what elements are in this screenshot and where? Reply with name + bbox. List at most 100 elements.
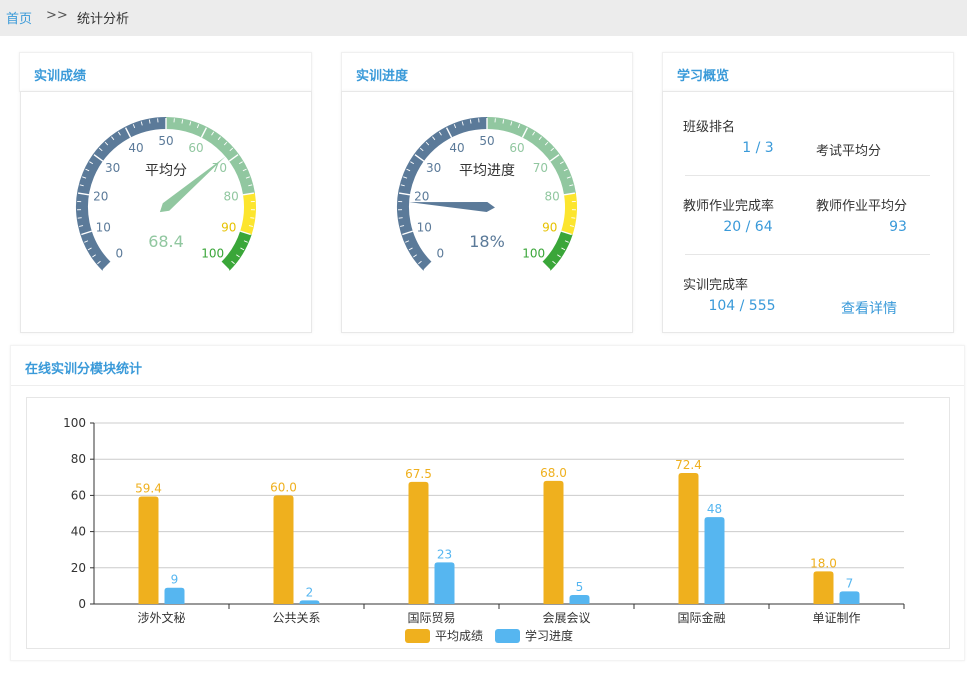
progress-gauge-tick: [469, 119, 472, 124]
bar-average-score[interactable]: [813, 571, 834, 604]
y-tick-label: 0: [78, 597, 86, 611]
progress-gauge-tick: [400, 184, 405, 187]
progress-gauge-tick-label: 80: [545, 190, 560, 204]
progress-gauge-tick: [566, 176, 571, 179]
class-rank-label: 班级排名: [683, 120, 736, 135]
legend-swatch[interactable]: [405, 629, 430, 643]
score-gauge: 0 10 20 30 40 50 60 70 80 90 100 平均分 68.4: [76, 117, 256, 271]
score-gauge-tick: [250, 217, 255, 219]
progress-gauge-tick: [552, 260, 556, 265]
bar-learning-progress[interactable]: [299, 600, 320, 604]
bar-data-label: 67.5: [405, 467, 432, 481]
breadcrumb-home-link[interactable]: 首页: [6, 12, 33, 27]
bar-average-score[interactable]: [138, 496, 159, 604]
bar-data-label: 48: [707, 502, 722, 516]
training-completion-value: 104 / 555: [708, 298, 776, 314]
y-tick-label: 40: [71, 525, 86, 539]
progress-gauge-tick: [432, 136, 436, 141]
progress-gauge-tick: [571, 217, 576, 219]
score-gauge-tick: [117, 131, 121, 136]
score-gauge-tick: [239, 230, 251, 236]
score-gauge-tick: [79, 225, 84, 227]
score-gauge-tick: [98, 147, 103, 152]
bar-average-score[interactable]: [543, 480, 564, 604]
overview-card-header: 学习概览: [662, 52, 954, 92]
bar-average-score[interactable]: [678, 472, 699, 604]
score-gauge-tick: [82, 176, 87, 179]
score-gauge-tick: [245, 176, 250, 179]
bar-learning-progress[interactable]: [839, 591, 860, 604]
x-tick-label: 涉外文秘: [137, 610, 185, 625]
view-details-link[interactable]: 查看详情: [841, 301, 897, 317]
bar-learning-progress[interactable]: [164, 587, 185, 604]
score-gauge-tick: [242, 168, 247, 172]
bar-data-label: 23: [437, 547, 452, 561]
progress-gauge-tick-label: 10: [417, 220, 432, 234]
module-statistics-header: 在线实训分模块统计: [11, 346, 964, 386]
score-gauge-tick-label: 60: [188, 141, 203, 155]
module-statistics-panel: 在线实训分模块统计 0 20 40 60 80 100 涉外文秘 59.4 9 公共关系 60.0 2…: [10, 345, 965, 661]
bar-data-label: 59.4: [135, 481, 162, 495]
y-tick-label: 60: [71, 488, 86, 502]
module-bar-chart: 0 20 40 60 80 100 涉外文秘 59.4 9 公共关系 60.0 2 国际贸易 67.5 23…: [26, 397, 950, 649]
progress-gauge-band-1: [486, 117, 576, 195]
score-gauge-tick: [81, 230, 93, 236]
progress-gauge-tick-label: 50: [479, 134, 494, 148]
score-gauge-name: 平均分: [145, 163, 187, 179]
score-gauge-tick: [85, 168, 90, 172]
progress-gauge-tick-label: 100: [522, 247, 545, 261]
score-gauge-band-0: [76, 117, 167, 271]
progress-gauge-name: 平均进度: [459, 163, 515, 179]
progress-gauge-tick: [438, 131, 442, 136]
score-gauge-tick: [236, 254, 240, 258]
bar-chart-svg: 0 20 40 60 80 100 涉外文秘 59.4 9 公共关系 60.0 2 国际贸易 67.5 23…: [63, 416, 905, 643]
score-gauge-tick: [248, 184, 253, 187]
bar-average-score[interactable]: [273, 495, 294, 604]
bar-data-label: 72.4: [675, 458, 702, 472]
legend-swatch[interactable]: [495, 629, 520, 643]
score-gauge-tick: [181, 119, 184, 124]
score-gauge-tick: [102, 261, 112, 271]
divider: [685, 254, 930, 255]
x-tick-label: 国际金融: [677, 610, 725, 625]
progress-gauge-tick: [413, 254, 417, 258]
bar-learning-progress[interactable]: [569, 594, 590, 604]
score-gauge-tick-label: 90: [221, 220, 236, 234]
progress-gauge-tick: [406, 168, 411, 172]
bar-average-score[interactable]: [408, 481, 429, 604]
score-gauge-tick: [248, 225, 253, 227]
progress-gauge-band-3: [542, 230, 573, 271]
progress-card: 0 10 20 30 40 50 60 70 80 90 100 平均进度 18%: [341, 91, 633, 333]
bar-learning-progress[interactable]: [434, 562, 455, 604]
module-statistics-title: 在线实训分模块统计: [25, 362, 143, 377]
progress-gauge-tick: [517, 124, 521, 129]
legend-label[interactable]: 平均成绩: [435, 629, 483, 643]
score-gauge-tick: [97, 260, 101, 265]
overview-card: 班级排名 1 / 3 考试平均分 教师作业完成率 20 / 64 教师作业平均分…: [662, 91, 954, 333]
score-gauge-value: 68.4: [148, 232, 184, 251]
legend-label[interactable]: 学习进度: [525, 628, 573, 643]
score-gauge-tick: [79, 184, 84, 187]
progress-gauge-tick: [410, 161, 415, 165]
progress-gauge-tick: [569, 225, 574, 227]
teacher-homework-average-label: 教师作业平均分: [816, 199, 908, 214]
score-gauge-tick: [124, 127, 132, 138]
bar-data-label: 60.0: [270, 480, 297, 494]
teacher-homework-rate-label: 教师作业完成率: [683, 199, 775, 214]
score-gauge-tick: [111, 136, 115, 141]
score-gauge-tick: [242, 192, 255, 196]
progress-gauge-tick: [561, 247, 566, 251]
teacher-homework-rate-value: 20 / 64: [723, 219, 773, 235]
score-gauge-tick-label: 40: [128, 141, 143, 155]
breadcrumb-current: 统计分析: [77, 12, 130, 27]
score-gauge-tick: [92, 254, 96, 258]
x-tick-label: 公共关系: [272, 611, 320, 625]
score-gauge-band-3: [221, 230, 252, 271]
bar-learning-progress[interactable]: [704, 517, 725, 604]
x-tick-label: 国际贸易: [407, 611, 455, 625]
progress-gauge-tick: [541, 261, 551, 271]
progress-gauge-tick: [532, 131, 536, 136]
score-card: 0 10 20 30 40 50 60 70 80 90 100 平均分 68.4: [20, 91, 312, 333]
score-gauge-tick-label: 50: [158, 134, 173, 148]
score-gauge-tick: [196, 124, 200, 129]
